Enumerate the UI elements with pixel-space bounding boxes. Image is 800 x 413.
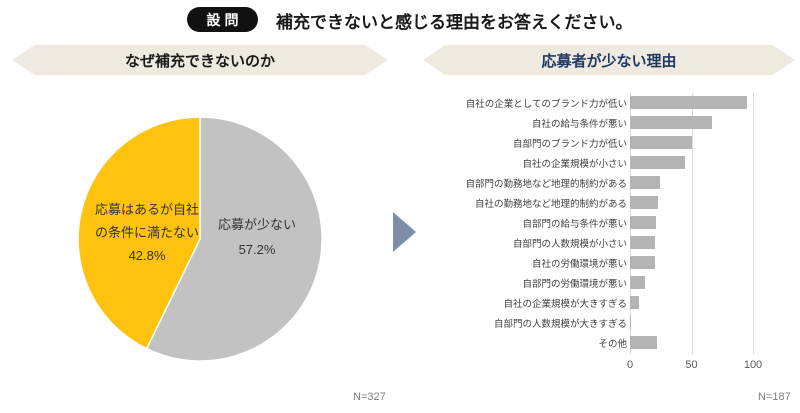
pie-label-line: 57.2% [238, 242, 276, 257]
bar-row: 自社の給与条件が悪い [462, 113, 800, 133]
bar-row: 自部門の給与条件が悪い [462, 213, 800, 233]
bar [630, 216, 656, 229]
sample-size-left: N=327 [353, 391, 386, 403]
pie-label-line: 42.8% [128, 248, 166, 263]
bar-row: 自部門の労働環境が悪い [462, 273, 800, 293]
left-panel-title-ribbon: なぜ補充できないのか [12, 45, 388, 75]
bar [630, 176, 660, 189]
bar-row: 自社の企業規模が小さい [462, 153, 800, 173]
bar [630, 196, 659, 209]
arrow-right-icon [393, 212, 416, 252]
bar-category-label: 自社の企業規模が小さい [522, 159, 627, 170]
bar-category-label: 自部門の人数規模が小さい [512, 239, 627, 250]
right-panel-title-ribbon: 応募者が少ない理由 [423, 45, 795, 75]
bar-category-label: 自社の企業規模が大きすぎる [503, 299, 627, 310]
right-panel-title: 応募者が少ない理由 [541, 52, 677, 70]
bar-category-label: 自部門のブランド力が低い [512, 139, 627, 150]
pie-slice-label-gray: 応募が少ない 57.2% [202, 212, 312, 262]
bar-row: 自部門の人数規模が小さい [462, 233, 800, 253]
bar-category-label: 自社の給与条件が悪い [531, 119, 627, 130]
x-axis-tick-label: 50 [685, 359, 698, 371]
bar-chart-rows: 自社の企業としてのブランド力が低い 自社の給与条件が悪い 自部門のブランド力が低い自… [462, 93, 800, 353]
gridline [691, 93, 693, 354]
gridline [753, 93, 754, 354]
bar [630, 116, 713, 129]
bar-row: 自社の労働環境が悪い [462, 253, 800, 273]
bar-category-label: 自社の企業としてのブランド力が低い [465, 99, 627, 110]
bar-chart: 自社の企業としてのブランド力が低い 自社の給与条件が悪い 自部門のブランド力が低い自… [462, 93, 800, 383]
bar [630, 316, 632, 329]
pie-slice-label-yellow: 応募はあるが自社 の条件に満たない 42.8% [82, 198, 212, 267]
bar [630, 276, 645, 289]
sample-size-right: N=187 [758, 391, 791, 403]
bar [630, 96, 747, 109]
left-panel-title: なぜ補充できないのか [124, 52, 275, 70]
pie-label-line: 応募はあるが自社 [94, 202, 199, 217]
bar-row: 自部門の人数規模が大きすぎる [462, 313, 800, 333]
pie-label-line: 応募が少ない [217, 217, 296, 232]
bar-category-label: 自部門の勤務地など地理的制約がある [465, 179, 627, 190]
question-badge: 設問 [187, 7, 258, 32]
pie-chart [77, 116, 323, 362]
bar-row: 自部門の勤務地など地理的制約がある [462, 173, 800, 193]
page-title: 補充できないと感じる理由をお答えください。 [276, 13, 633, 32]
bar [630, 136, 692, 149]
bar-category-label: 自部門の労働環境が悪い [522, 279, 627, 290]
bar-row: 自社の企業としてのブランド力が低い [462, 93, 800, 113]
bar-category-label: 自部門の給与条件が悪い [522, 219, 627, 230]
bar-row: 自社の企業規模が大きすぎる [462, 293, 800, 313]
bar-category-label: 自部門の人数規模が大きすぎる [493, 319, 627, 330]
bar-category-label: その他 [598, 339, 627, 350]
bar-row: その他 [462, 333, 800, 353]
bar [630, 296, 639, 309]
pie-label-line: の条件に満たない [94, 225, 199, 240]
x-axis-tick-label: 100 [743, 359, 763, 371]
bar [630, 156, 686, 169]
x-axis-tick-label: 0 [626, 359, 634, 371]
pie-slice [145, 116, 323, 362]
bar-category-label: 自社の労働環境が悪い [531, 259, 627, 270]
bar [630, 236, 655, 249]
bar [630, 336, 658, 349]
bar-row: 自社の勤務地など地理的制約がある [462, 193, 800, 213]
bar-row: 自部門のブランド力が低い [462, 133, 800, 153]
bar-category-label: 自社の勤務地など地理的制約がある [474, 199, 627, 210]
pie-slice [77, 116, 201, 350]
bar [630, 256, 655, 269]
